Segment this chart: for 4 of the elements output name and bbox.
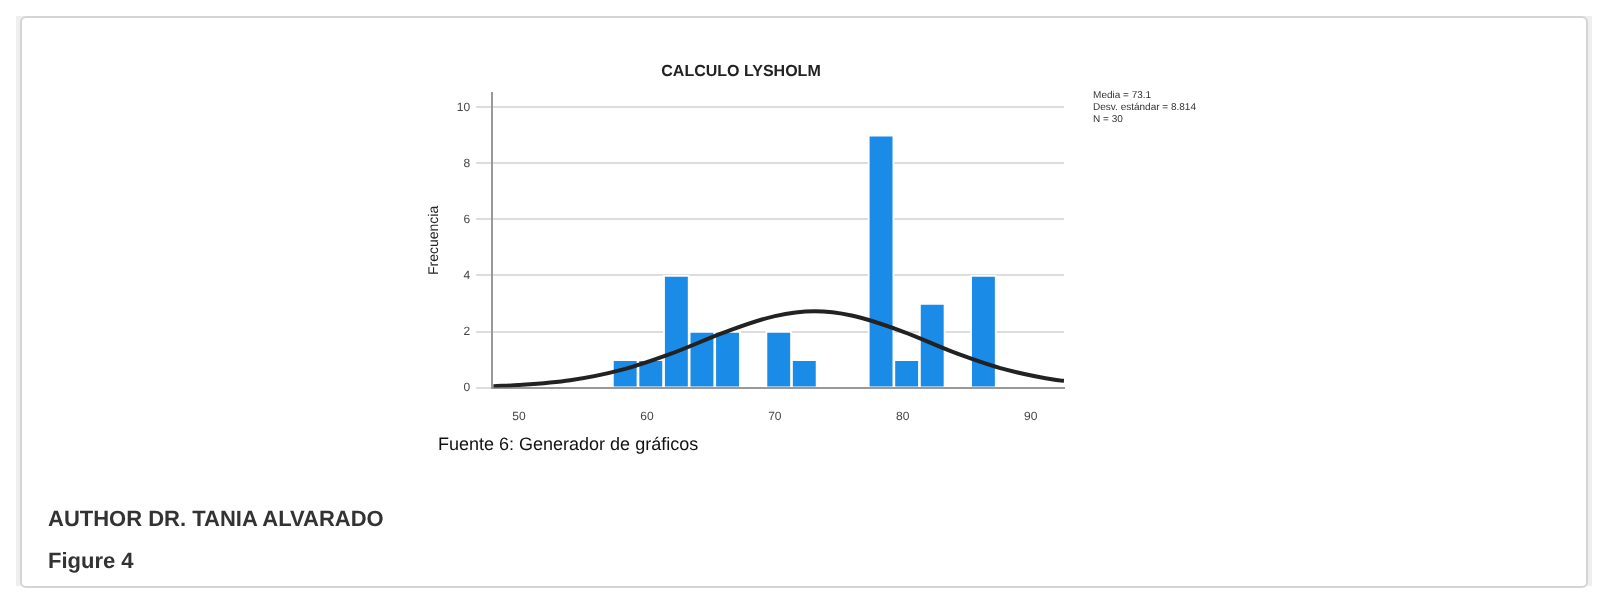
source-note: Fuente 6: Generador de gráficos [438,434,699,454]
text: AUTHOR DR. TANIA ALVARADO [48,508,384,532]
caption: Figure 4 [48,550,134,574]
chart-title: CALCULO LYSHOLM [661,62,822,81]
